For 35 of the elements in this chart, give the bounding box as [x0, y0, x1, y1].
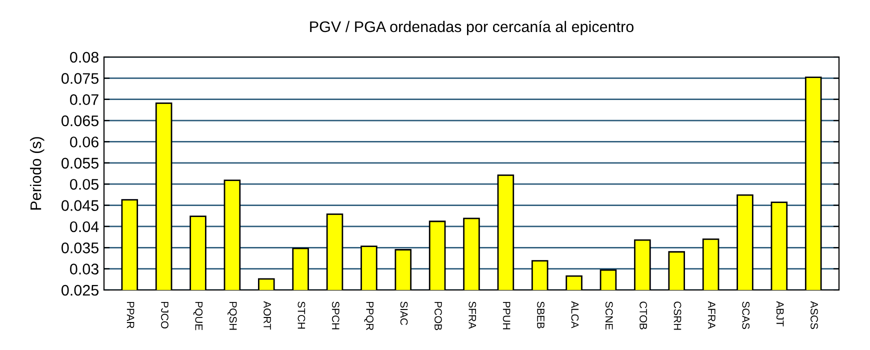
x-tick-label: PCOB — [434, 302, 442, 330]
y-tick-label: 0.075 — [62, 73, 98, 84]
x-tick-label: ABJT — [776, 301, 784, 326]
x-tick-label: PPQR — [364, 302, 374, 330]
x-tick-label: ALCA — [571, 301, 579, 328]
y-tick-label: 0.04 — [70, 221, 99, 232]
x-tick-label: STCH — [298, 302, 306, 329]
x-tick-label: PQUE — [193, 302, 203, 330]
x-tick-label: SFRA — [468, 302, 476, 329]
y-tick-label: 0.05 — [70, 178, 98, 190]
x-tick-label: PJCO — [161, 302, 168, 328]
chart-title: PGV / PGA ordenadas por cercanía al epicentro — [310, 20, 634, 36]
y-tick-label: 0.025 — [62, 284, 98, 296]
x-tick-label: PPAR — [126, 302, 134, 328]
x-tick-label: CTOB — [640, 302, 648, 330]
y-tick-label: 0.065 — [62, 115, 98, 126]
x-tick-label: SBEB — [537, 302, 544, 328]
y-tick-label: 0.07 — [70, 94, 98, 106]
x-tick-label: SCAS — [742, 302, 750, 329]
x-tick-label: ASCS — [810, 301, 818, 329]
x-tick-label: AFRA — [708, 301, 716, 329]
y-tick-label: 0.055 — [62, 158, 98, 169]
x-tick-label: PPUH — [502, 302, 510, 330]
x-tick-label: SPCH — [332, 302, 340, 330]
y-axis-title: Periodo (s) — [30, 137, 44, 210]
y-tick-label: 0.08 — [70, 52, 98, 63]
x-tick-label: PQSH — [228, 302, 237, 330]
x-tick-label: CSRH — [674, 302, 682, 330]
y-tick-label: 0.03 — [70, 264, 98, 275]
y-tick-label: 0.045 — [62, 200, 98, 211]
x-tick-label: SCNE — [605, 302, 613, 330]
x-tick-label: AORT — [264, 301, 271, 330]
y-tick-label: 0.06 — [70, 136, 98, 148]
x-tick-label: SIAC — [400, 302, 408, 326]
y-tick-label: 0.035 — [62, 242, 98, 254]
